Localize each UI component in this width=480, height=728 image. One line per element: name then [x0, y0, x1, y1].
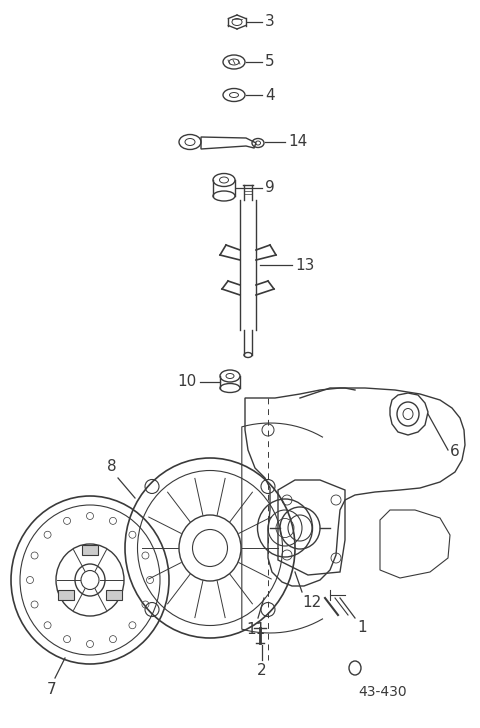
- Text: 4: 4: [265, 87, 275, 103]
- Text: 7: 7: [47, 682, 57, 697]
- Text: 2: 2: [257, 663, 267, 678]
- Text: 14: 14: [288, 135, 307, 149]
- Text: 11: 11: [246, 622, 265, 637]
- Text: 12: 12: [302, 595, 321, 610]
- FancyBboxPatch shape: [82, 545, 98, 555]
- Text: 6: 6: [450, 445, 460, 459]
- Text: 1: 1: [357, 620, 367, 635]
- FancyBboxPatch shape: [58, 590, 74, 600]
- Text: 8: 8: [107, 459, 117, 474]
- Text: 5: 5: [265, 55, 275, 69]
- Text: 13: 13: [295, 258, 314, 272]
- Text: 43-430: 43-430: [358, 685, 407, 699]
- Text: 9: 9: [265, 181, 275, 196]
- Text: 10: 10: [178, 374, 197, 389]
- FancyBboxPatch shape: [106, 590, 122, 600]
- Text: 3: 3: [265, 15, 275, 30]
